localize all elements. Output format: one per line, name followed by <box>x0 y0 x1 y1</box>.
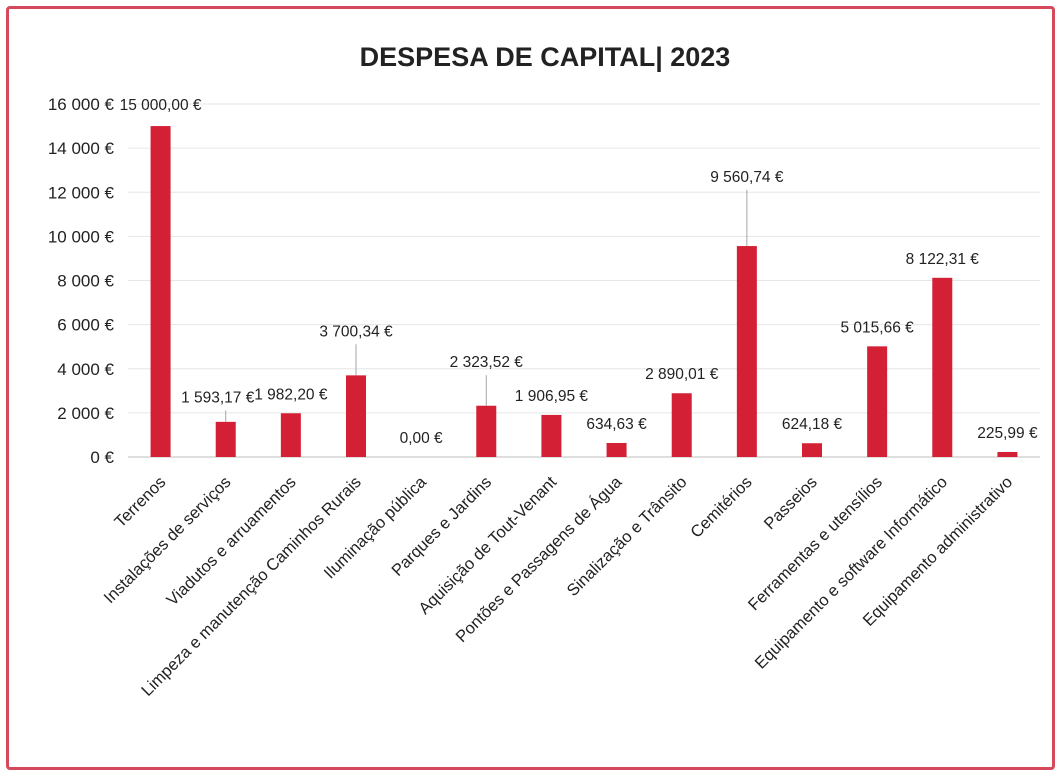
x-tick-label: Passeios <box>761 473 821 533</box>
data-label: 1 982,20 € <box>254 386 328 403</box>
y-tick-label: 10 000 € <box>48 227 115 246</box>
data-label: 5 015,66 € <box>841 319 915 336</box>
bar <box>281 413 301 457</box>
x-tick-label: Instalações de serviços <box>101 473 235 607</box>
x-tick-label: Limpeza e manutenção Caminhos Rurais <box>138 473 365 700</box>
bar <box>932 278 952 457</box>
x-tick-label: Terrenos <box>111 473 169 531</box>
bar <box>802 443 822 457</box>
chart-title: DESPESA DE CAPITAL| 2023 <box>360 42 731 72</box>
bar <box>216 422 236 457</box>
y-tick-label: 12 000 € <box>48 183 115 202</box>
x-tick-label: Ferramentas e utensílios <box>745 473 886 614</box>
data-label: 634,63 € <box>586 416 647 433</box>
data-label: 3 700,34 € <box>319 323 393 340</box>
y-tick-label: 16 000 € <box>48 95 115 114</box>
y-tick-label: 2 000 € <box>57 404 114 423</box>
data-label: 8 122,31 € <box>906 251 980 268</box>
bar <box>151 126 171 457</box>
y-tick-label: 6 000 € <box>57 316 114 335</box>
bar <box>867 346 887 457</box>
data-label: 1 593,17 € <box>181 389 255 406</box>
y-tick-label: 0 € <box>90 448 114 467</box>
bar <box>607 443 627 457</box>
bar <box>346 375 366 457</box>
x-tick-label: Sinalização e Trânsito <box>564 473 691 600</box>
x-tick-label: Viadutos e arruamentos <box>163 473 299 609</box>
bar <box>541 415 561 457</box>
y-tick-label: 8 000 € <box>57 272 114 291</box>
bar <box>672 393 692 457</box>
x-tick-label: Aquisição de Tout-Venant <box>415 473 560 618</box>
x-tick-label: Cemitérios <box>687 473 755 541</box>
data-label: 225,99 € <box>977 425 1038 442</box>
data-label: 15 000,00 € <box>120 97 202 114</box>
data-label: 1 906,95 € <box>515 388 589 405</box>
bar <box>737 246 757 457</box>
data-label: 2 890,01 € <box>645 366 719 383</box>
bar <box>997 452 1017 457</box>
data-label: 9 560,74 € <box>710 169 784 186</box>
data-label: 624,18 € <box>782 416 843 433</box>
data-label: 2 323,52 € <box>450 354 524 371</box>
data-label: 0,00 € <box>400 430 443 447</box>
bar <box>476 406 496 457</box>
y-tick-label: 14 000 € <box>48 139 115 158</box>
y-tick-label: 4 000 € <box>57 360 114 379</box>
